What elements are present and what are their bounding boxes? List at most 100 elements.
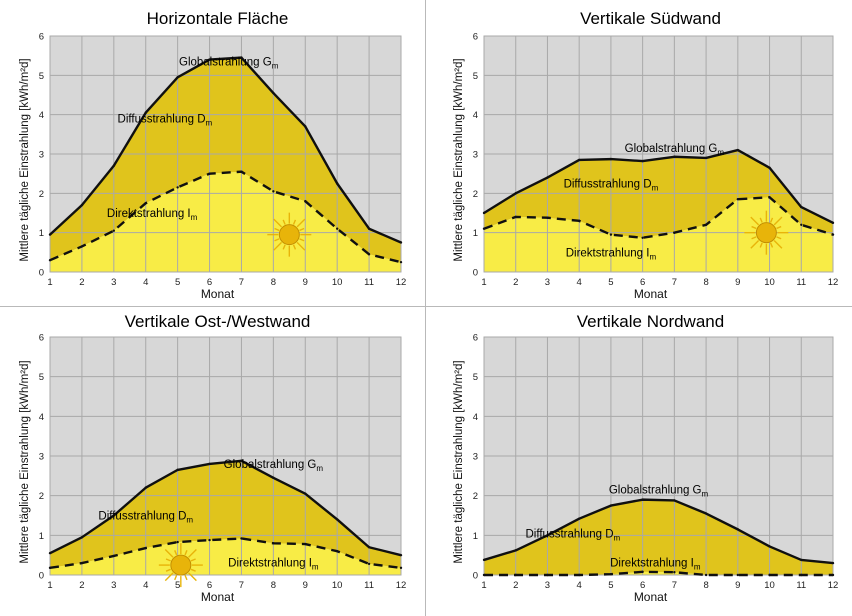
- x-tick-label: 4: [143, 277, 148, 288]
- global-point: [144, 111, 147, 114]
- sun-ray: [296, 218, 306, 228]
- sun-icon: [158, 543, 203, 588]
- global-point: [831, 561, 835, 565]
- x-tick-label: 5: [175, 277, 180, 288]
- direct-radiation-line: [49, 170, 402, 264]
- sun-ray: [750, 239, 760, 249]
- direct-point: [514, 573, 517, 577]
- direct-point: [800, 573, 803, 577]
- global-point: [304, 125, 307, 128]
- x-tick-label: 6: [640, 277, 645, 288]
- global-point: [272, 476, 275, 480]
- direct-label: Direktstrahlung Im: [566, 247, 657, 261]
- global-point: [736, 148, 740, 152]
- plot-frame: [483, 336, 834, 576]
- sun-ray: [776, 236, 782, 240]
- direct-label-text: Direktstrahlung I: [107, 208, 191, 220]
- y-tick-label: 3: [473, 150, 478, 161]
- global-point: [800, 205, 803, 209]
- diffuse-area: [484, 150, 833, 238]
- y-tick-label: 3: [39, 150, 44, 161]
- direct-point: [482, 227, 486, 230]
- y-tick-label: 6: [39, 32, 44, 43]
- x-tick-label: 9: [303, 580, 308, 591]
- diffuse-label-text: Diffusstrahlung D: [526, 528, 614, 540]
- x-tick-label: 1: [481, 277, 486, 288]
- sun-ray: [759, 242, 763, 248]
- direct-point: [673, 571, 676, 574]
- y-axis-label: Mittlere tägliche Einstrahlung [kWh/m²d]: [453, 58, 465, 261]
- sun-ray: [776, 225, 782, 230]
- y-tick-label: 4: [39, 110, 44, 121]
- diffuse-label: Diffusstrahlung Dm: [526, 528, 621, 542]
- global-label-subscript: m: [717, 148, 724, 157]
- global-label-text: Globalstrahlung G: [625, 143, 718, 155]
- direct-point: [80, 561, 84, 565]
- direct-point: [240, 170, 243, 173]
- x-tick-label: 10: [332, 580, 343, 591]
- direct-radiation-line: [484, 570, 833, 577]
- direct-label: Direktstrahlung Im: [610, 557, 701, 571]
- sun-ray: [750, 216, 760, 226]
- diffuse-label-text: Diffusstrahlung D: [118, 114, 206, 126]
- direct-point: [673, 231, 676, 234]
- x-axis-label: Monat: [201, 590, 235, 604]
- global-label-subscript: m: [316, 464, 323, 473]
- global-label: Globalstrahlung Gm: [179, 57, 279, 71]
- direct-point: [272, 542, 275, 545]
- x-tick-label: 3: [545, 580, 550, 591]
- global-point: [641, 159, 644, 163]
- sun-ray: [165, 568, 171, 572]
- sun-ray: [164, 572, 174, 582]
- x-tick-label: 4: [143, 580, 148, 591]
- direct-point: [768, 196, 771, 199]
- direct-point: [176, 186, 179, 189]
- plot-frame: [483, 35, 834, 273]
- x-tick-label: 12: [828, 580, 839, 591]
- sun-ray: [188, 549, 197, 558]
- global-point: [112, 514, 116, 517]
- global-point: [514, 192, 517, 195]
- direct-point: [800, 223, 803, 226]
- x-tick-label: 5: [608, 277, 613, 288]
- y-tick-label: 4: [39, 412, 44, 423]
- x-tick-label: 5: [608, 580, 613, 591]
- direct-point: [577, 573, 581, 577]
- y-tick-label: 2: [39, 189, 44, 200]
- global-point: [272, 91, 275, 95]
- diffuse-label: Diffusstrahlung Dm: [564, 178, 659, 192]
- sun-disc: [755, 222, 777, 244]
- sun-ray: [759, 217, 763, 223]
- direct-point: [736, 198, 740, 201]
- direct-radiation-line: [483, 196, 834, 239]
- direct-point: [546, 573, 549, 577]
- global-point: [335, 182, 339, 185]
- direct-point: [704, 223, 708, 226]
- x-tick-label: 6: [640, 580, 645, 591]
- x-tick-label: 3: [545, 277, 550, 288]
- x-tick-label: 11: [796, 580, 806, 591]
- diffuse-area: [50, 460, 401, 568]
- sun-ray: [282, 244, 286, 250]
- direct-point: [399, 566, 403, 570]
- global-point: [704, 512, 708, 515]
- global-point: [367, 546, 371, 549]
- vertical-divider: [425, 0, 426, 616]
- sun-ray: [773, 216, 783, 226]
- global-label-text: Globalstrahlung G: [179, 57, 272, 69]
- direct-area: [484, 197, 833, 272]
- x-tick-label: 9: [735, 580, 740, 591]
- direct-point: [48, 566, 52, 570]
- x-tick-label: 12: [396, 277, 407, 288]
- sun-ray: [282, 219, 286, 225]
- direct-point: [208, 172, 211, 175]
- direct-label: Direktstrahlung Im: [228, 557, 319, 571]
- sun-ray: [184, 574, 188, 581]
- global-point: [176, 76, 179, 79]
- x-tick-label: 1: [47, 277, 52, 288]
- global-point: [673, 499, 676, 502]
- direct-point: [112, 229, 116, 232]
